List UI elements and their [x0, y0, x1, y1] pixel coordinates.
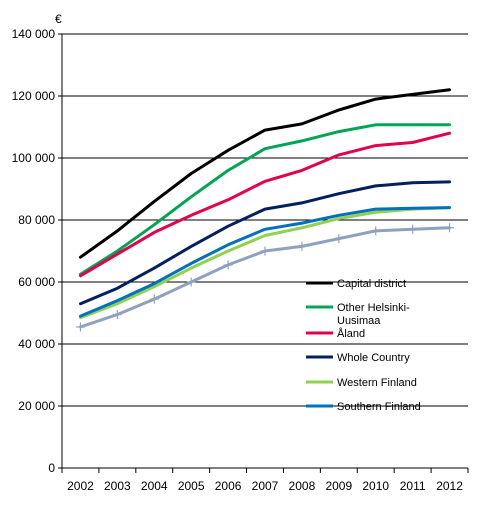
- series-6-point-2009: [334, 234, 344, 244]
- series-line-0: [79, 88, 451, 259]
- y-tick-label-3: 60 000: [18, 275, 55, 289]
- legend-item-5: Southern Finland: [306, 401, 421, 413]
- series-line-3: [79, 180, 451, 306]
- x-tick-label-2006: 2006: [215, 479, 242, 493]
- x-tick-label-2004: 2004: [141, 479, 168, 493]
- series-lines: [75, 88, 455, 332]
- legend-item-4: Western Finland: [306, 377, 417, 389]
- series-line-2: [79, 131, 451, 278]
- y-tick-label-1: 20 000: [18, 399, 55, 413]
- y-tick-label-5: 100 000: [12, 151, 56, 165]
- series-6-point-2008: [297, 241, 307, 251]
- series-6-point-2006: [223, 260, 233, 270]
- x-tick-label-2008: 2008: [289, 479, 316, 493]
- series-6-point-2003: [112, 310, 122, 320]
- legend: Capital district Other Helsinki-UusimaaÅl…: [306, 278, 421, 413]
- legend-label-5: Southern Finland: [337, 401, 421, 413]
- axes: [58, 33, 469, 473]
- series-6-point-2010: [371, 226, 381, 236]
- series-6-point-2007: [260, 246, 270, 256]
- y-tick-label-4: 80 000: [18, 213, 55, 227]
- legend-label-2: Åland: [337, 327, 365, 340]
- series-line-4: [79, 206, 451, 320]
- series-line-1: [79, 123, 451, 276]
- y-tick-label-2: 40 000: [18, 337, 55, 351]
- series-6-point-2005: [186, 277, 196, 287]
- series-6-point-2004: [149, 294, 159, 304]
- legend-item-1: Other Helsinki-Uusimaa: [306, 302, 410, 327]
- x-tick-label-2007: 2007: [252, 479, 279, 493]
- grid-lines: [62, 33, 468, 407]
- legend-label-4: Western Finland: [337, 377, 417, 389]
- x-tick-label-2010: 2010: [362, 479, 389, 493]
- y-tick-labels: 0 20 000 40 000 60 000 80 000 100 000 120 000 1…: [12, 27, 56, 475]
- legend-item-2: Åland: [306, 327, 365, 340]
- legend-label-0: Capital district: [337, 278, 406, 290]
- x-tick-label-2011: 2011: [400, 479, 426, 493]
- legend-item-0: Capital district: [306, 278, 406, 290]
- x-tick-label-2005: 2005: [178, 479, 205, 493]
- x-tick-label-2009: 2009: [325, 479, 352, 493]
- y-tick-label-0: 0: [48, 461, 55, 475]
- series-6-point-2011: [408, 224, 418, 234]
- legend-label-1: Other Helsinki-Uusimaa: [337, 302, 410, 327]
- y-tick-label-6: 120 000: [12, 89, 56, 103]
- x-tick-label-2002: 2002: [67, 479, 94, 493]
- x-tick-labels: 2002 2003 2004 2005 2006 2007 2008 2009 2010 2011…: [67, 479, 463, 493]
- unit-label: €: [55, 12, 62, 26]
- series-6-point-2012: [445, 223, 455, 233]
- legend-label-3: Whole Country: [337, 352, 410, 364]
- x-tick-label-2003: 2003: [104, 479, 131, 493]
- y-tick-label-7: 140 000: [12, 27, 56, 41]
- series-line-5: [79, 206, 451, 318]
- legend-item-3: Whole Country: [306, 352, 410, 364]
- series-6-point-2002: [75, 322, 85, 332]
- x-tick-label-2012: 2012: [436, 479, 463, 493]
